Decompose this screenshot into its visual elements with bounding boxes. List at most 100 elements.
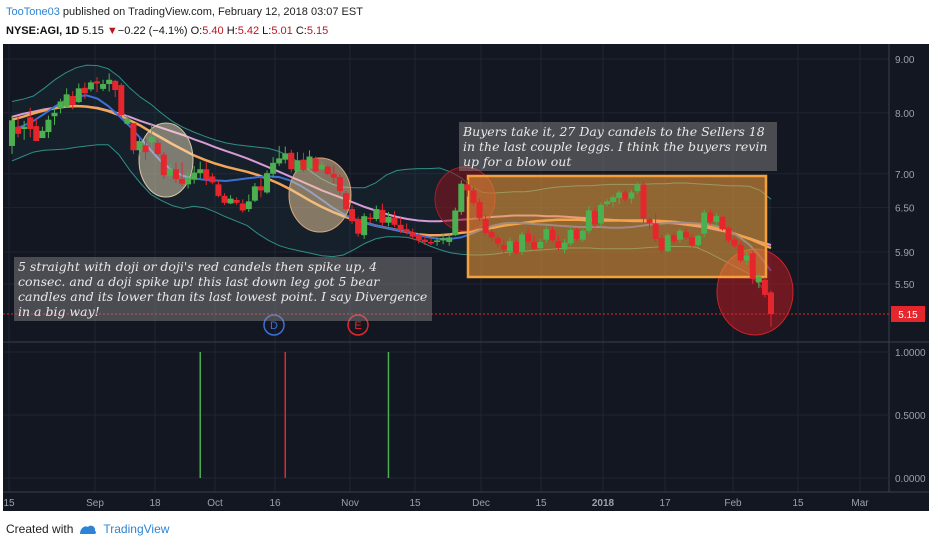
candle-body [227,198,234,204]
candle-body [264,173,271,193]
note-buyers[interactable]: Buyers take it, 27 Day candels to the Se… [459,122,777,171]
marker-d-label: D [270,320,278,332]
candle-body [373,209,380,220]
candle-body [257,186,264,191]
candle-body [761,279,768,295]
candle-body [276,158,283,164]
open-value: 5.40 [202,25,224,37]
candle-body [245,201,252,210]
candle-body [482,219,489,233]
candle-body [682,232,689,238]
candle-body [100,84,107,89]
price-chart[interactable]: 5.15 9.00 8.00 7.00 6.50 5.90 5.50 D E 1.0000 0.50… [3,44,929,511]
candle-body [397,224,404,230]
candle-body [695,235,702,245]
low-label: L: [262,25,272,37]
candle-body [355,219,362,234]
candle-body [136,141,143,151]
candle-body [591,211,598,225]
marker-d-circle [263,314,285,336]
high-value: 5.42 [237,25,260,37]
candle-body [506,241,513,252]
candle-body [324,166,331,174]
candle-body [385,216,392,223]
candle-body [27,117,34,130]
candle-body [525,233,532,242]
indicator-tick-label: 0.0000 [895,474,926,485]
x-tick-label: Feb [724,498,742,509]
tradingview-brand[interactable]: TradingView [103,522,170,536]
candle-body [166,169,173,176]
candle-body [130,123,137,151]
candle-body [543,229,550,240]
candle-body [464,184,471,191]
candle-body [15,126,22,134]
x-tick-label: Oct [207,498,223,509]
candle-body [452,210,459,236]
candle-body [203,169,210,180]
candle-body [512,241,519,253]
candle-body [768,292,774,314]
candle-body [585,210,592,231]
candle-body [646,219,653,224]
candle-body [361,216,368,236]
candle-body [288,152,295,170]
candle-body [628,192,635,199]
chart-area[interactable]: 5.15 9.00 8.00 7.00 6.50 5.90 5.50 D E 1.0000 0.50… [3,44,929,511]
candle-body [75,88,82,103]
x-tick-label: Nov [341,498,359,509]
candle-body [39,130,46,139]
candle-body [179,179,186,184]
candle-body [555,241,562,249]
candle-body [336,177,343,192]
close-value: 5.15 [306,25,329,37]
candle-body [561,242,568,250]
note-doji[interactable]: 5 straight with doji or doji's red cande… [14,257,432,321]
candle-body [622,192,629,200]
last-price-label: 5.15 [898,310,918,321]
candle-body [330,173,337,178]
x-tick-label: 15 [409,498,421,509]
candle-body [318,164,325,170]
down-arrow-icon: ▼ [106,25,118,37]
candle-body [519,234,526,252]
candle-body [616,192,623,198]
x-tick-label: 15 [3,498,15,509]
candle-body [537,241,544,249]
y-tick-label: 7.00 [895,170,915,181]
footer: Created with TradingView [6,522,169,536]
candle-body [494,238,501,244]
y-tick-label: 8.00 [895,109,915,120]
candle-body [737,244,744,261]
candle-body [664,235,671,252]
x-tick-label: Sep [86,498,104,509]
author-link[interactable]: TooTone03 [6,6,60,18]
last-price: 5.15 [82,25,104,37]
candle-body [652,223,659,239]
created-with-label: Created with [6,522,74,536]
candle-body [379,209,386,223]
candle-body [45,119,52,133]
open-label: O: [190,25,203,37]
x-tick-label: 18 [149,498,161,509]
candle-body [191,172,198,180]
candle-body [142,145,149,153]
candle-body [670,235,677,242]
x-tick-label: 2018 [592,498,615,509]
candle-body [63,94,70,107]
candle-body [427,241,434,244]
candle-body [312,158,319,172]
marker-e-label: E [354,320,361,332]
candle-body [209,176,216,183]
candle-body [707,212,714,222]
candle-body [221,195,228,203]
candle-body [731,239,738,246]
candle-body [421,239,428,242]
symbol-label: NYSE:AGI, 1D [6,25,80,37]
candle-body [81,87,88,94]
candle-body [112,80,119,90]
candle-body [300,159,307,170]
candle-body [549,229,556,241]
candle-body [458,183,465,212]
price-change: −0.22 (−4.1%) [117,25,188,37]
